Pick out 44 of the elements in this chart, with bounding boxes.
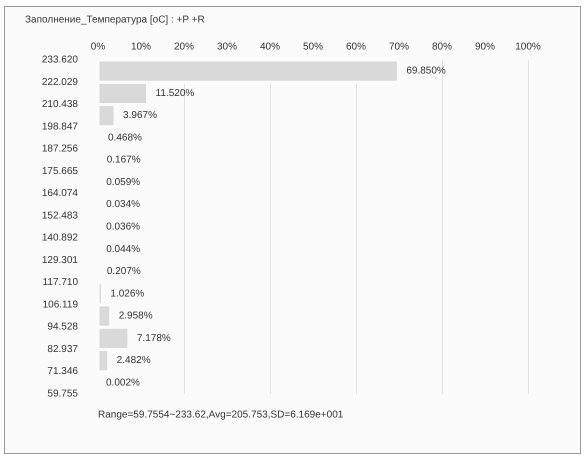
y-tick-label: 117.710: [42, 277, 78, 288]
y-tick-label: 175.665: [42, 166, 78, 177]
y-tick-label: 233.620: [42, 54, 78, 66]
data-label: 2.482%: [116, 355, 151, 366]
x-tick-label: 100%: [515, 42, 541, 52]
text: Range=59.7554~233.62,Avg=205.753,SD=6.169e+001: [98, 410, 344, 420]
y-tick-label: 164.074: [42, 188, 78, 200]
x-tick-label: 60%: [346, 42, 366, 52]
x-tick-label: 80%: [432, 42, 452, 52]
data-label: 11.520%: [156, 88, 194, 99]
x-tick-label: 0%: [90, 42, 106, 52]
y-tick-label: 59.755: [47, 388, 78, 400]
data-label: 0.167%: [106, 154, 141, 166]
data-label: 0.207%: [106, 266, 141, 278]
data-label: 0.036%: [106, 222, 140, 232]
chart-title: Заполнение_Температура [oC] : +P +R: [25, 14, 205, 26]
y-tick-label: 187.256: [42, 144, 78, 155]
data-label: 0.468%: [108, 132, 142, 144]
y-tick-label: 82.937: [47, 344, 78, 355]
data-label: 0.059%: [106, 176, 140, 188]
x-tick-label: 30%: [216, 42, 238, 52]
y-tick-label: 129.301: [42, 254, 78, 266]
data-label: 2.958%: [118, 310, 153, 322]
data-label: 0.002%: [106, 377, 140, 388]
y-tick-label: 210.438: [42, 99, 78, 110]
data-label: 7.178%: [136, 332, 171, 344]
y-tick-label: 94.528: [47, 322, 78, 333]
y-tick-label: 222.029: [42, 76, 78, 88]
x-tick-label: 50%: [302, 42, 324, 52]
x-tick-label: 10%: [130, 42, 152, 52]
y-tick-label: 152.483: [42, 210, 78, 222]
y-tick-label: 106.119: [42, 299, 78, 310]
y-tick-label: 71.346: [47, 366, 78, 378]
data-label: 3.967%: [123, 110, 158, 122]
x-tick-label: 90%: [474, 42, 496, 52]
x-tick-label: 70%: [388, 42, 410, 52]
data-label: 1.026%: [110, 288, 144, 300]
y-tick-label: 140.892: [42, 232, 78, 244]
data-label: 0.044%: [106, 244, 140, 255]
data-label: 0.034%: [106, 199, 140, 210]
y-tick-label: 198.847: [42, 121, 78, 132]
data-label: 69.850%: [406, 66, 446, 77]
x-tick-label: 40%: [260, 42, 280, 52]
x-tick-label: 20%: [174, 42, 194, 52]
